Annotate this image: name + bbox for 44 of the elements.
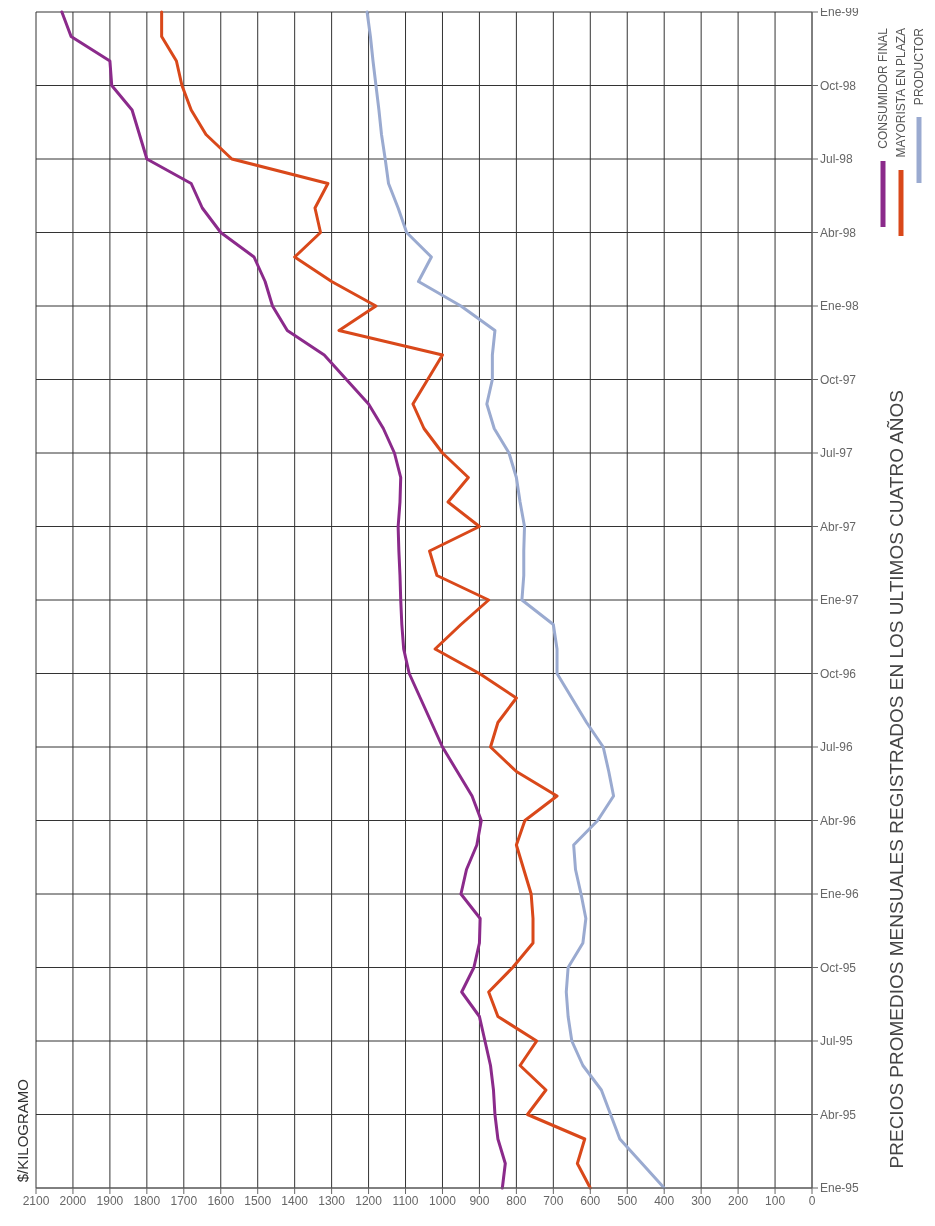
y-tick-label: Ene-98 [820,299,860,314]
x-tick-label: 1100 [392,1193,419,1208]
x-tick-label: 0 [808,1193,816,1208]
y-tick-label: Ene-99 [820,5,860,20]
y-tick-label: Abr-96 [820,813,857,828]
text: CONSUMIDOR FINAL [876,28,890,149]
x-tick-label: 1000 [429,1193,457,1208]
x-tick-label: 300 [691,1193,712,1208]
x-tick-label: 1600 [207,1193,235,1208]
y-tick-label: Jul-95 [820,1034,854,1049]
text: MAYORISTA EN PLAZA [894,28,908,158]
x-tick-label: 1500 [244,1193,272,1208]
y-tick-label: Jul-97 [820,446,854,461]
x-tick-label: 1800 [133,1193,161,1208]
x-tick-label: 2100 [22,1193,50,1208]
y-tick-label: Abr-97 [820,519,857,534]
text: PRODUCTOR [912,28,926,106]
y-tick-label: Ene-96 [820,887,860,902]
x-tick-label: 1400 [281,1193,309,1208]
y-tick-label: Oct-98 [820,78,857,93]
x-tick-label: 1900 [96,1193,124,1208]
x-tick-label: 100 [765,1193,786,1208]
y-tick-label: Oct-97 [820,372,857,387]
y-tick-label: Ene-95 [820,1181,860,1196]
x-tick-label: 600 [580,1193,601,1208]
y-tick-label: Ene-97 [820,593,860,608]
x-tick-label: 200 [728,1193,749,1208]
x-tick-label: 1700 [170,1193,198,1208]
x-tick-label: 1300 [318,1193,346,1208]
y-tick-label: Oct-95 [820,960,857,975]
text: PRECIOS PROMEDIOS MENSUALES REGISTRADOS EN LOS ULTIMOS CUATRO AÑOS [886,389,908,1168]
y-tick-label: Abr-98 [820,225,857,240]
y-axis-title: $/KILOGRAMO [14,1078,31,1182]
x-tick-label: 400 [654,1193,675,1208]
x-tick-label: 900 [469,1193,490,1208]
x-tick-label: 800 [506,1193,527,1208]
y-tick-label: Jul-98 [820,152,854,167]
y-tick-label: Abr-95 [820,1107,857,1122]
y-tick-label: Oct-96 [820,666,857,681]
x-tick-label: 1200 [355,1193,383,1208]
x-tick-label: 700 [543,1193,564,1208]
x-tick-label: 2000 [59,1193,87,1208]
x-tick-label: 500 [617,1193,638,1208]
y-tick-label: Jul-96 [820,740,854,755]
